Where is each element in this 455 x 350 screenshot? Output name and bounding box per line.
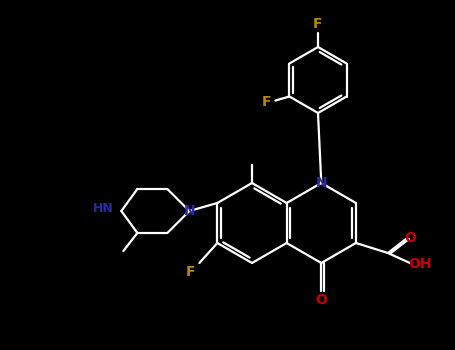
Text: O: O — [404, 231, 416, 245]
Text: F: F — [262, 96, 271, 110]
Text: N: N — [183, 204, 195, 218]
Text: F: F — [186, 265, 195, 279]
Text: OH: OH — [408, 257, 432, 271]
Text: HN: HN — [93, 203, 113, 216]
Text: N: N — [315, 176, 327, 190]
Text: O: O — [315, 293, 327, 307]
Text: F: F — [313, 17, 323, 31]
